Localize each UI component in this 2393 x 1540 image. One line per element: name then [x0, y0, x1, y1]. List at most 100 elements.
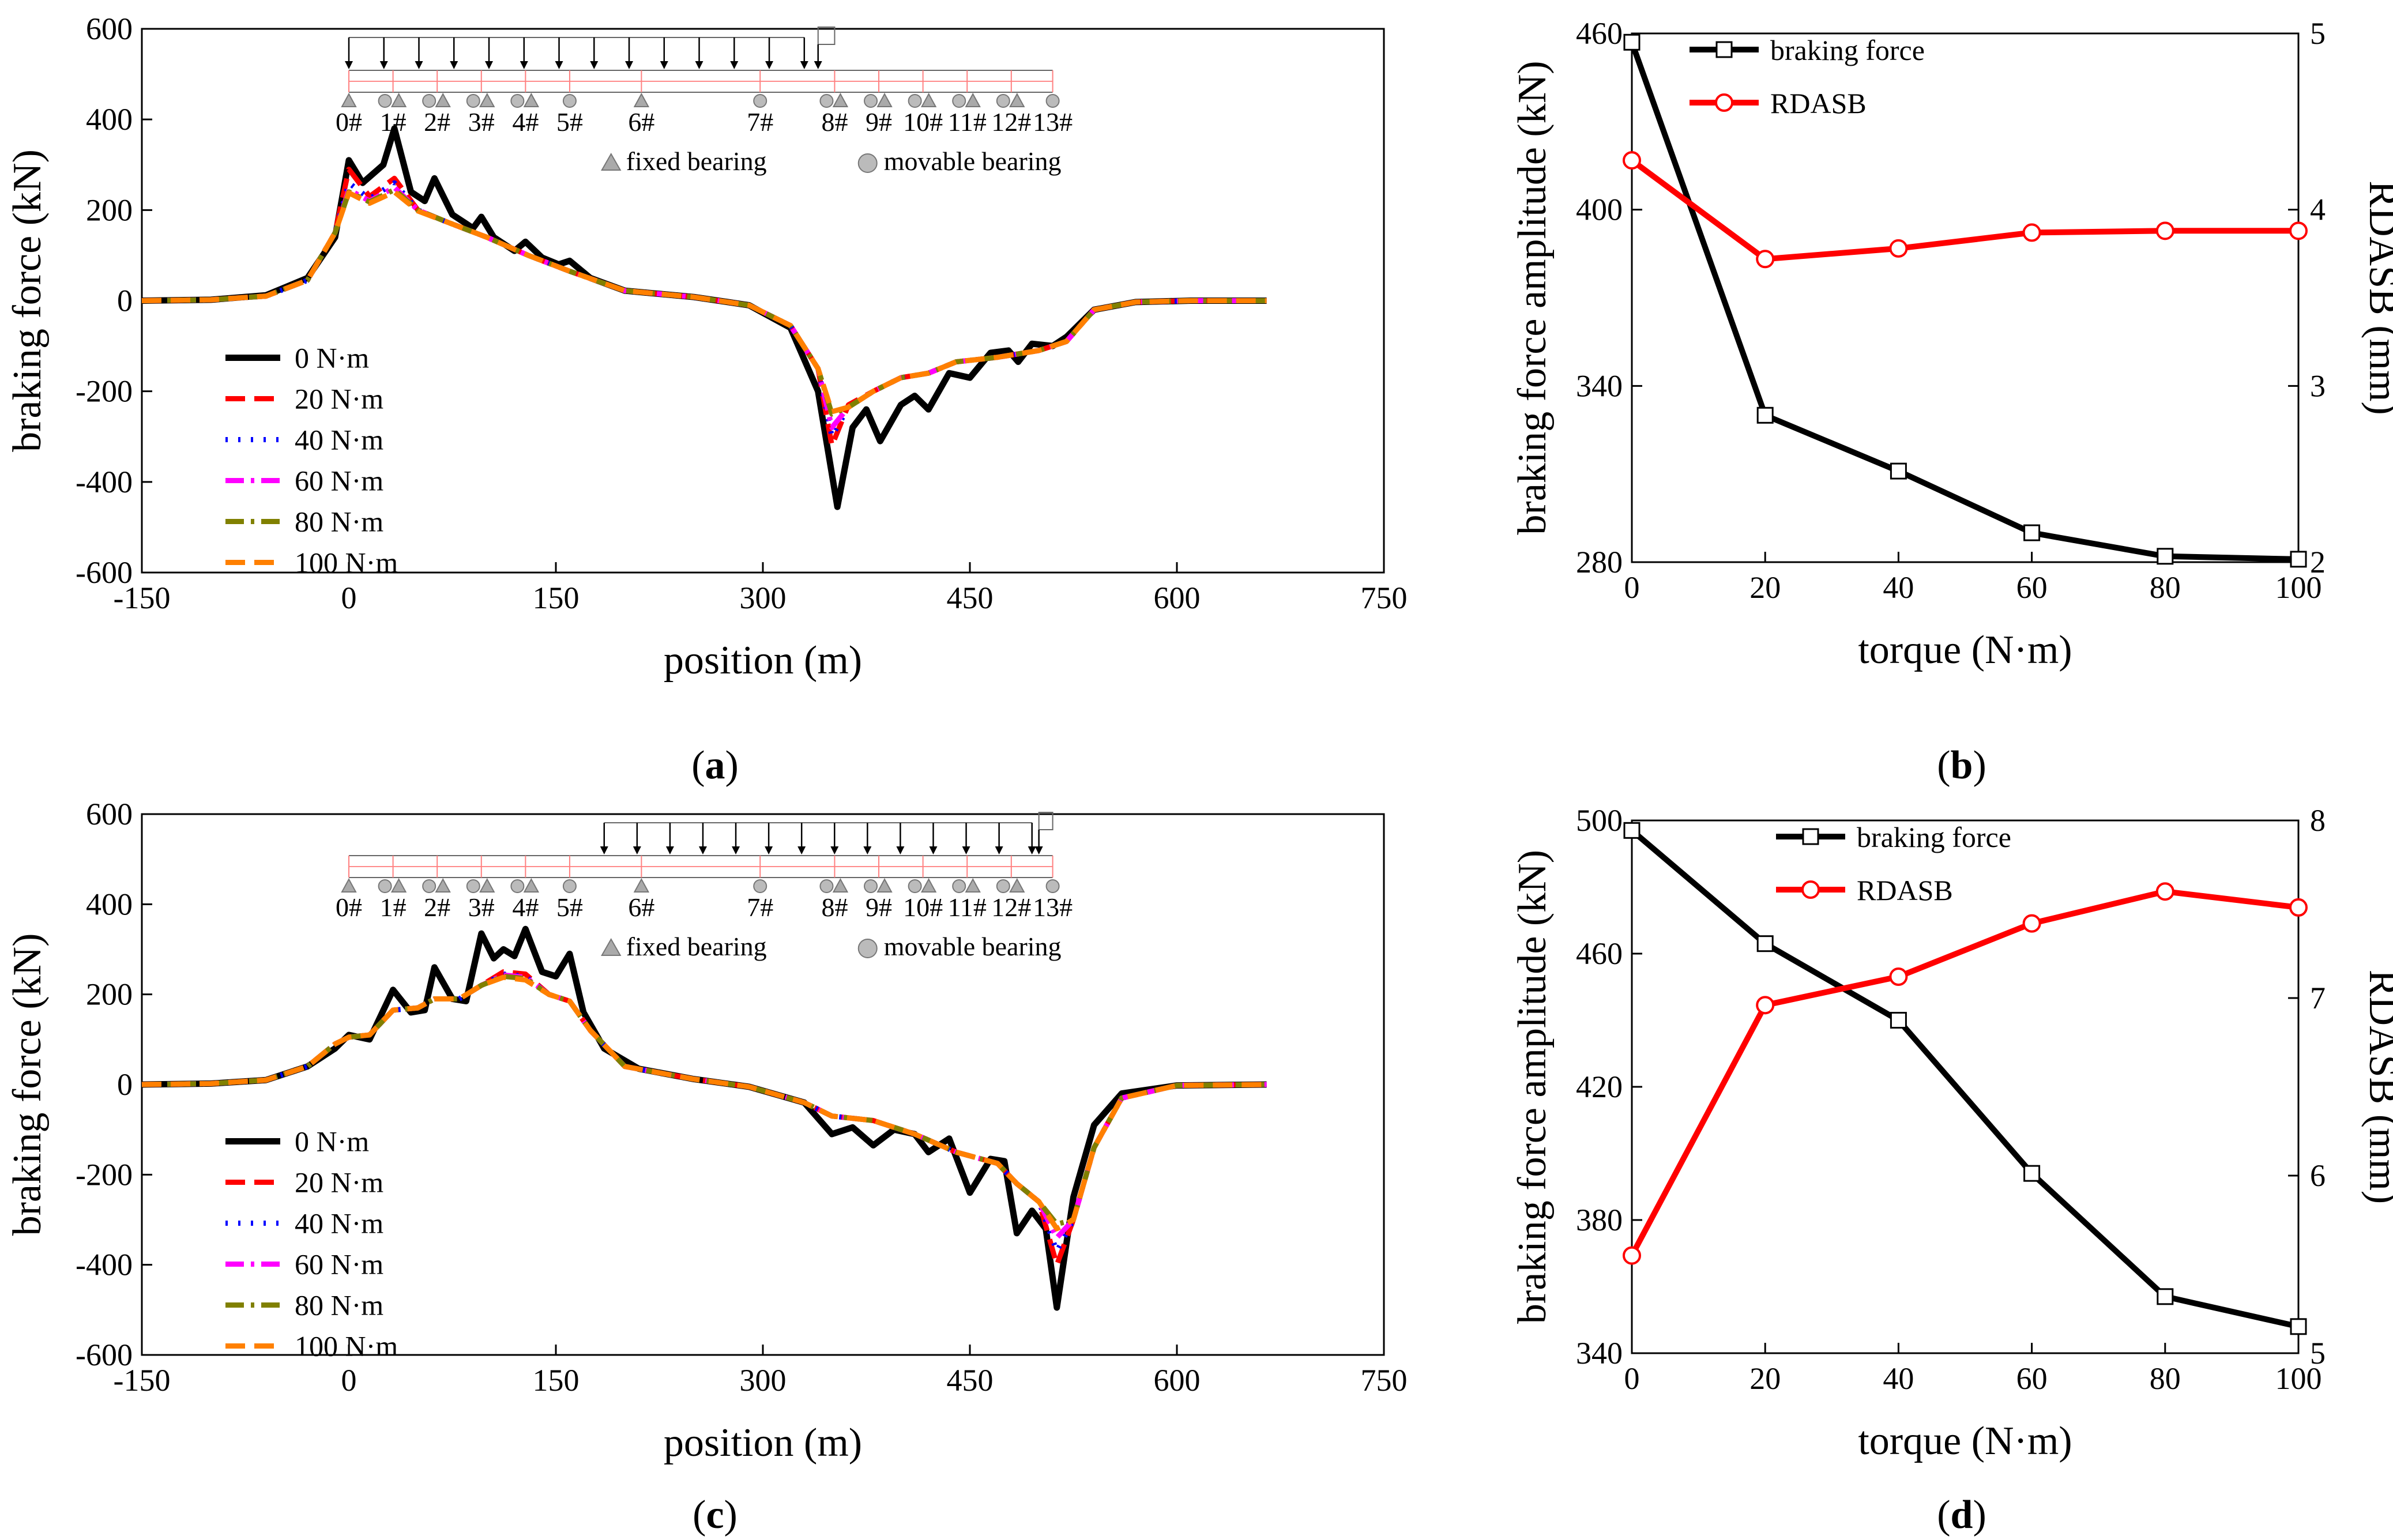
series-marker-0	[2157, 548, 2174, 565]
movable-bearing-icon	[753, 94, 767, 108]
panel-label-close: )	[1973, 743, 1986, 788]
fixed-bearing-icon	[965, 92, 981, 107]
y2-axis-label: RDASB (mm)	[2361, 180, 2393, 415]
panel-label-d: (d)	[1937, 1493, 1986, 1537]
load-arrow-head	[962, 846, 970, 854]
series-line-1	[1630, 158, 2298, 262]
fixed-bearing-icon	[390, 878, 407, 893]
series-line-4	[141, 973, 1267, 1227]
movable-bearing-icon	[952, 879, 966, 893]
pier-label: 12#	[991, 893, 1031, 922]
load-arrow-head	[863, 846, 872, 854]
y2-tick-label: 7	[2310, 981, 2326, 1015]
fixed-bearing-icon	[965, 878, 981, 893]
legend-label-1: RDASB	[1770, 87, 1867, 119]
legend-marker-1	[1801, 880, 1820, 899]
y-tick-label: -600	[76, 1338, 133, 1372]
y-tick-label: 400	[86, 887, 133, 921]
fixed-bearing-icon	[523, 92, 540, 107]
y2-tick-label: 8	[2310, 803, 2326, 838]
x-tick-label: 80	[2150, 1361, 2181, 1396]
pier-label: 2#	[424, 893, 450, 922]
fixed-bearing-icon	[920, 878, 937, 893]
legend-label-2: 40 N·m	[295, 424, 383, 456]
series-marker-0	[2290, 1318, 2307, 1335]
panel-label-letter: b	[1951, 743, 1973, 788]
legend-label-5: 100 N·m	[295, 1330, 398, 1362]
fixed-bearing-icon	[876, 878, 893, 893]
y-tick-label: 280	[1576, 545, 1623, 579]
y-tick-label: 380	[1576, 1203, 1623, 1237]
pier-label: 13#	[1033, 107, 1073, 137]
fixed-bearing-icon	[920, 92, 937, 107]
chart-c: -150 0 150 300 450 600 750 -600 -400 -200 0 200 400 6…	[5, 797, 1408, 1465]
x-tick-label: 60	[2016, 570, 2048, 605]
fixed-bearing-icon	[832, 92, 849, 107]
x-tick-label: 0	[1624, 570, 1640, 605]
pier-label: 5#	[556, 893, 583, 922]
fixed-bearing-icon	[523, 878, 540, 893]
series-marker-0	[2023, 524, 2041, 541]
series-marker-0	[2023, 1165, 2041, 1182]
series-line-5	[141, 189, 1267, 415]
load-arrow-head	[1028, 846, 1036, 854]
y-tick-label: -400	[76, 1248, 133, 1282]
y2-axis-label: RDASB (mm)	[2361, 970, 2393, 1204]
panel-label-open: (	[1937, 1493, 1950, 1537]
load-arrow-head	[485, 61, 494, 69]
pier-label: 4#	[512, 893, 539, 922]
fixed-bearing-icon	[1009, 92, 1025, 107]
pier-label: 10#	[903, 107, 943, 137]
movable-bearing-icon	[996, 94, 1010, 108]
chart-a: -150 0 150 300 450 600 750 -600 -400 -200 0 200 400 6…	[5, 12, 1408, 683]
legend-marker-1	[1715, 93, 1733, 112]
fixed-bearing-icon	[633, 92, 650, 107]
y-axis-label: braking force (kN)	[5, 149, 50, 452]
pier-label: 0#	[336, 893, 362, 922]
movable-bearing-icon	[864, 94, 878, 108]
x-tick-label: 300	[740, 581, 787, 615]
series-marker-1	[2289, 221, 2308, 240]
fixed-bearing-icon	[601, 937, 622, 956]
legend-label-3: 60 N·m	[295, 1248, 383, 1280]
series-line-0	[1629, 41, 2299, 562]
x-tick-label: 20	[1749, 1361, 1781, 1396]
y-tick-label: -200	[76, 1157, 133, 1192]
fixed-bearing-icon	[479, 878, 495, 893]
panel-label-close: )	[724, 1493, 738, 1537]
legend-label-1: RDASB	[1857, 874, 1953, 906]
pier-label: 9#	[866, 893, 892, 922]
series-marker-0	[1623, 33, 1641, 51]
legend-label-0: 0 N·m	[295, 1125, 369, 1157]
load-arrow-head	[555, 61, 563, 69]
y-tick-label: 0	[117, 284, 133, 318]
y-tick-label: 600	[86, 12, 133, 46]
legend-label-0: braking force	[1770, 34, 1925, 66]
chart-d: 0 20 40 60 80 100 340 380 420 460 500 5 6 7 8 torque (N…	[1510, 803, 2393, 1463]
pier-label: 7#	[747, 107, 773, 137]
pier-label: 8#	[821, 107, 848, 137]
x-tick-label: 40	[1883, 570, 1914, 605]
pier-label: 13#	[1033, 893, 1073, 922]
load-arrow-head	[730, 61, 739, 69]
fixed-bearing-icon	[633, 878, 650, 893]
pier-label: 8#	[821, 893, 848, 922]
movable-bearing-icon	[753, 879, 767, 893]
series-marker-0	[1756, 406, 1774, 424]
series-marker-1	[1756, 996, 1775, 1015]
x-tick-label: 150	[533, 581, 580, 615]
x-axis-label: torque (N·m)	[1858, 1419, 2072, 1463]
series-marker-0	[2157, 1288, 2174, 1305]
x-tick-label: 150	[533, 1363, 580, 1398]
x-tick-label: 300	[740, 1363, 787, 1398]
x-tick-label: 450	[947, 581, 994, 615]
series-marker-0	[1623, 822, 1641, 839]
series-marker-0	[1890, 462, 1907, 480]
x-tick-label: 40	[1883, 1361, 1914, 1396]
movable-bearing-icon	[908, 94, 922, 108]
movable-bearing-icon	[562, 94, 577, 108]
movable-bearing-icon	[378, 94, 392, 108]
pier-label: 4#	[512, 107, 539, 137]
panel-label-letter: a	[705, 743, 725, 788]
movable-bearing-icon	[952, 94, 966, 108]
